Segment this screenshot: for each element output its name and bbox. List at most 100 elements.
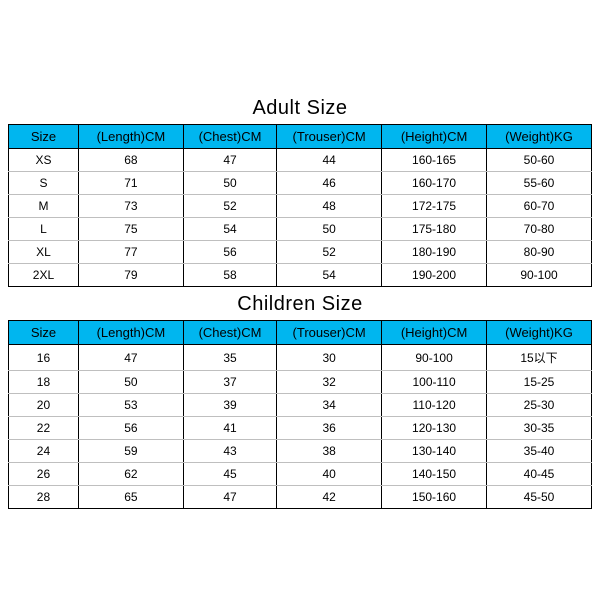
table-row: 24594338130-14035-40	[9, 440, 592, 463]
cell: 55-60	[487, 172, 592, 195]
cell: 52	[183, 195, 276, 218]
cell: 56	[78, 417, 183, 440]
cell: 80-90	[487, 241, 592, 264]
table-row: 18503732100-11015-25	[9, 371, 592, 394]
table-row: 20533934110-12025-30	[9, 394, 592, 417]
table-row: XS684744160-16550-60	[9, 149, 592, 172]
cell: 160-170	[382, 172, 487, 195]
col-chest: (Chest)CM	[183, 321, 276, 345]
table-row: 22564136120-13030-35	[9, 417, 592, 440]
cell: 40	[277, 463, 382, 486]
col-height: (Height)CM	[382, 125, 487, 149]
table-row: S715046160-17055-60	[9, 172, 592, 195]
cell: 47	[78, 345, 183, 371]
col-size: Size	[9, 321, 79, 345]
cell: 175-180	[382, 218, 487, 241]
cell: 60-70	[487, 195, 592, 218]
table-row: L755450175-18070-80	[9, 218, 592, 241]
cell: 77	[78, 241, 183, 264]
cell: 45-50	[487, 486, 592, 509]
cell: 32	[277, 371, 382, 394]
cell: 20	[9, 394, 79, 417]
cell: 30	[277, 345, 382, 371]
col-weight: (Weight)KG	[487, 321, 592, 345]
cell: S	[9, 172, 79, 195]
cell: 54	[183, 218, 276, 241]
cell: 2XL	[9, 264, 79, 287]
cell: 140-150	[382, 463, 487, 486]
col-trouser: (Trouser)CM	[277, 321, 382, 345]
cell: 79	[78, 264, 183, 287]
cell: 46	[277, 172, 382, 195]
cell: 34	[277, 394, 382, 417]
cell: 52	[277, 241, 382, 264]
cell: 150-160	[382, 486, 487, 509]
cell: 54	[277, 264, 382, 287]
cell: 15-25	[487, 371, 592, 394]
cell: 100-110	[382, 371, 487, 394]
table-row: 28654742150-16045-50	[9, 486, 592, 509]
cell: 62	[78, 463, 183, 486]
cell: 47	[183, 149, 276, 172]
cell: 50-60	[487, 149, 592, 172]
adult-body: XS684744160-16550-60S715046160-17055-60M…	[9, 149, 592, 287]
cell: 73	[78, 195, 183, 218]
table-row: XL775652180-19080-90	[9, 241, 592, 264]
col-height: (Height)CM	[382, 321, 487, 345]
cell: 110-120	[382, 394, 487, 417]
cell: 70-80	[487, 218, 592, 241]
cell: 37	[183, 371, 276, 394]
cell: 160-165	[382, 149, 487, 172]
cell: 16	[9, 345, 79, 371]
col-weight: (Weight)KG	[487, 125, 592, 149]
cell: 15以下	[487, 345, 592, 371]
cell: 35-40	[487, 440, 592, 463]
cell: 59	[78, 440, 183, 463]
cell: 180-190	[382, 241, 487, 264]
cell: 71	[78, 172, 183, 195]
cell: 35	[183, 345, 276, 371]
children-title: Children Size	[8, 293, 592, 316]
cell: 47	[183, 486, 276, 509]
cell: 172-175	[382, 195, 487, 218]
col-trouser: (Trouser)CM	[277, 125, 382, 149]
cell: 41	[183, 417, 276, 440]
cell: 18	[9, 371, 79, 394]
table-row: 2XL795854190-20090-100	[9, 264, 592, 287]
cell: 22	[9, 417, 79, 440]
cell: 90-100	[382, 345, 487, 371]
col-chest: (Chest)CM	[183, 125, 276, 149]
cell: 58	[183, 264, 276, 287]
cell: XL	[9, 241, 79, 264]
cell: 25-30	[487, 394, 592, 417]
cell: 50	[183, 172, 276, 195]
children-body: 1647353090-10015以下18503732100-11015-2520…	[9, 345, 592, 509]
table-row: 1647353090-10015以下	[9, 345, 592, 371]
col-length: (Length)CM	[78, 125, 183, 149]
col-size: Size	[9, 125, 79, 149]
cell: 45	[183, 463, 276, 486]
cell: 48	[277, 195, 382, 218]
cell: 90-100	[487, 264, 592, 287]
cell: 50	[277, 218, 382, 241]
cell: 44	[277, 149, 382, 172]
cell: 28	[9, 486, 79, 509]
col-length: (Length)CM	[78, 321, 183, 345]
size-chart: Adult Size Size (Length)CM (Chest)CM (Tr…	[0, 91, 600, 509]
cell: 68	[78, 149, 183, 172]
cell: XS	[9, 149, 79, 172]
table-row: 26624540140-15040-45	[9, 463, 592, 486]
cell: 26	[9, 463, 79, 486]
cell: 130-140	[382, 440, 487, 463]
children-table: Size (Length)CM (Chest)CM (Trouser)CM (H…	[8, 320, 592, 509]
cell: 75	[78, 218, 183, 241]
cell: 38	[277, 440, 382, 463]
cell: 24	[9, 440, 79, 463]
cell: 65	[78, 486, 183, 509]
table-row: M735248172-17560-70	[9, 195, 592, 218]
cell: 36	[277, 417, 382, 440]
cell: 39	[183, 394, 276, 417]
cell: M	[9, 195, 79, 218]
cell: 42	[277, 486, 382, 509]
adult-title: Adult Size	[8, 97, 592, 120]
